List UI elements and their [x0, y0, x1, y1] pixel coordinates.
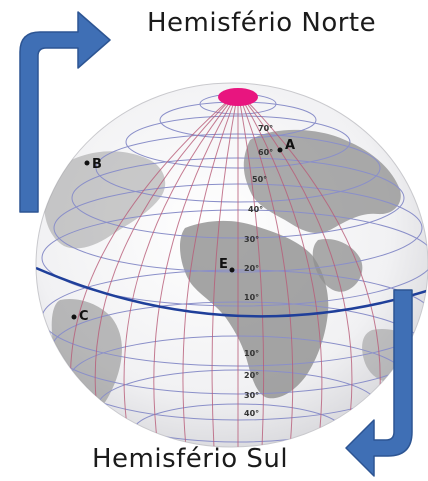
- arrow-up-right-icon: [19, 11, 111, 213]
- north-hemisphere-title: Hemisfério Norte: [147, 8, 377, 38]
- lat-label-north: 20°: [244, 264, 259, 273]
- point-a-marker: [277, 147, 283, 153]
- point-b-marker: [84, 160, 90, 166]
- lat-label-south: 10°: [244, 349, 259, 358]
- equator-line: [36, 266, 428, 318]
- lat-label-north: 70°: [258, 124, 273, 133]
- lat-label-north: 50°: [252, 175, 267, 184]
- point-b-label: B: [92, 157, 102, 172]
- lat-label-south: 30°: [244, 391, 259, 400]
- point-e-marker: [229, 267, 235, 273]
- point-c-marker: [71, 314, 77, 320]
- arrow-down-left-icon: [345, 289, 413, 477]
- landmass-north-america: [44, 151, 166, 249]
- south-hemisphere-title: Hemisfério Sul: [92, 444, 289, 474]
- point-c-label: C: [79, 309, 89, 324]
- landmass-africa: [179, 220, 329, 399]
- point-e-label: E: [219, 257, 228, 272]
- lat-label-south: 40°: [244, 409, 259, 418]
- lat-label-north: 10°: [244, 293, 259, 302]
- lat-label-south: 20°: [244, 371, 259, 380]
- lat-label-north: 40°: [248, 205, 263, 214]
- point-a-label: A: [285, 138, 295, 153]
- lat-label-north: 30°: [244, 235, 259, 244]
- north-pole-marker-icon: [218, 88, 258, 106]
- lat-label-north: 60°: [258, 148, 273, 157]
